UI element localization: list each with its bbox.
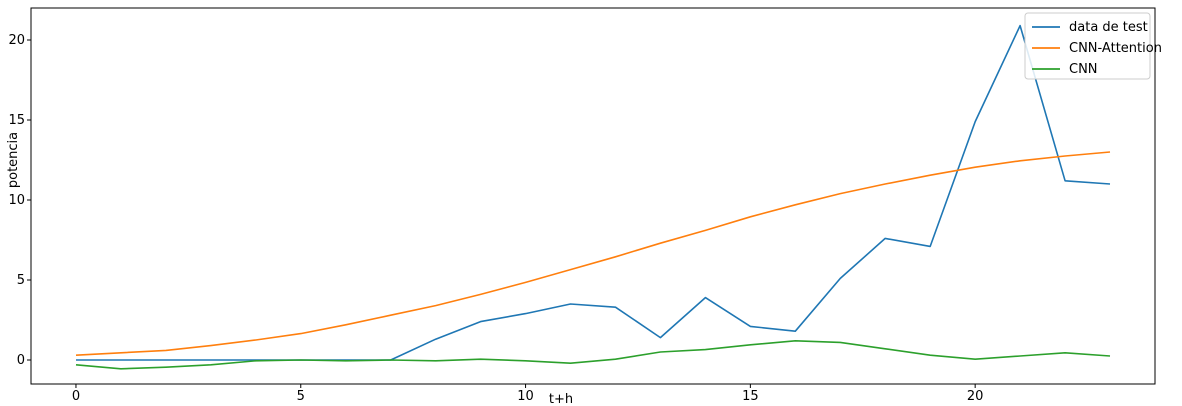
y-tick-label: 0 bbox=[17, 353, 25, 368]
x-tick-label: 15 bbox=[742, 389, 759, 404]
x-tick-label: 20 bbox=[967, 389, 984, 404]
ticks: 0 5 10 15 20 0 5 10 15 20 bbox=[8, 33, 983, 404]
legend-entry-0: data de test bbox=[1069, 20, 1148, 35]
y-axis-label: potencia bbox=[6, 132, 21, 188]
y-tick-label: 5 bbox=[17, 273, 25, 288]
series-line-2 bbox=[75, 339, 1111, 370]
y-tick-label: 10 bbox=[8, 193, 25, 208]
y-tick-label: 15 bbox=[8, 113, 25, 128]
x-tick-label: 0 bbox=[72, 389, 80, 404]
x-axis-label: t+h bbox=[549, 392, 573, 406]
legend-entry-1: CNN-Attention bbox=[1069, 41, 1162, 56]
series-line-1 bbox=[75, 151, 1111, 356]
series-line-0 bbox=[76, 24, 1111, 361]
legend-box bbox=[1024, 12, 1151, 80]
legend-entry-2: CNN bbox=[1069, 62, 1098, 77]
series-lines bbox=[75, 24, 1111, 370]
x-tick-label: 10 bbox=[517, 389, 534, 404]
y-tick-label: 20 bbox=[8, 33, 25, 48]
legend: data de test CNN-Attention CNN bbox=[1024, 12, 1162, 80]
x-tick-label: 5 bbox=[297, 389, 305, 404]
plot-frame bbox=[30, 7, 1156, 385]
